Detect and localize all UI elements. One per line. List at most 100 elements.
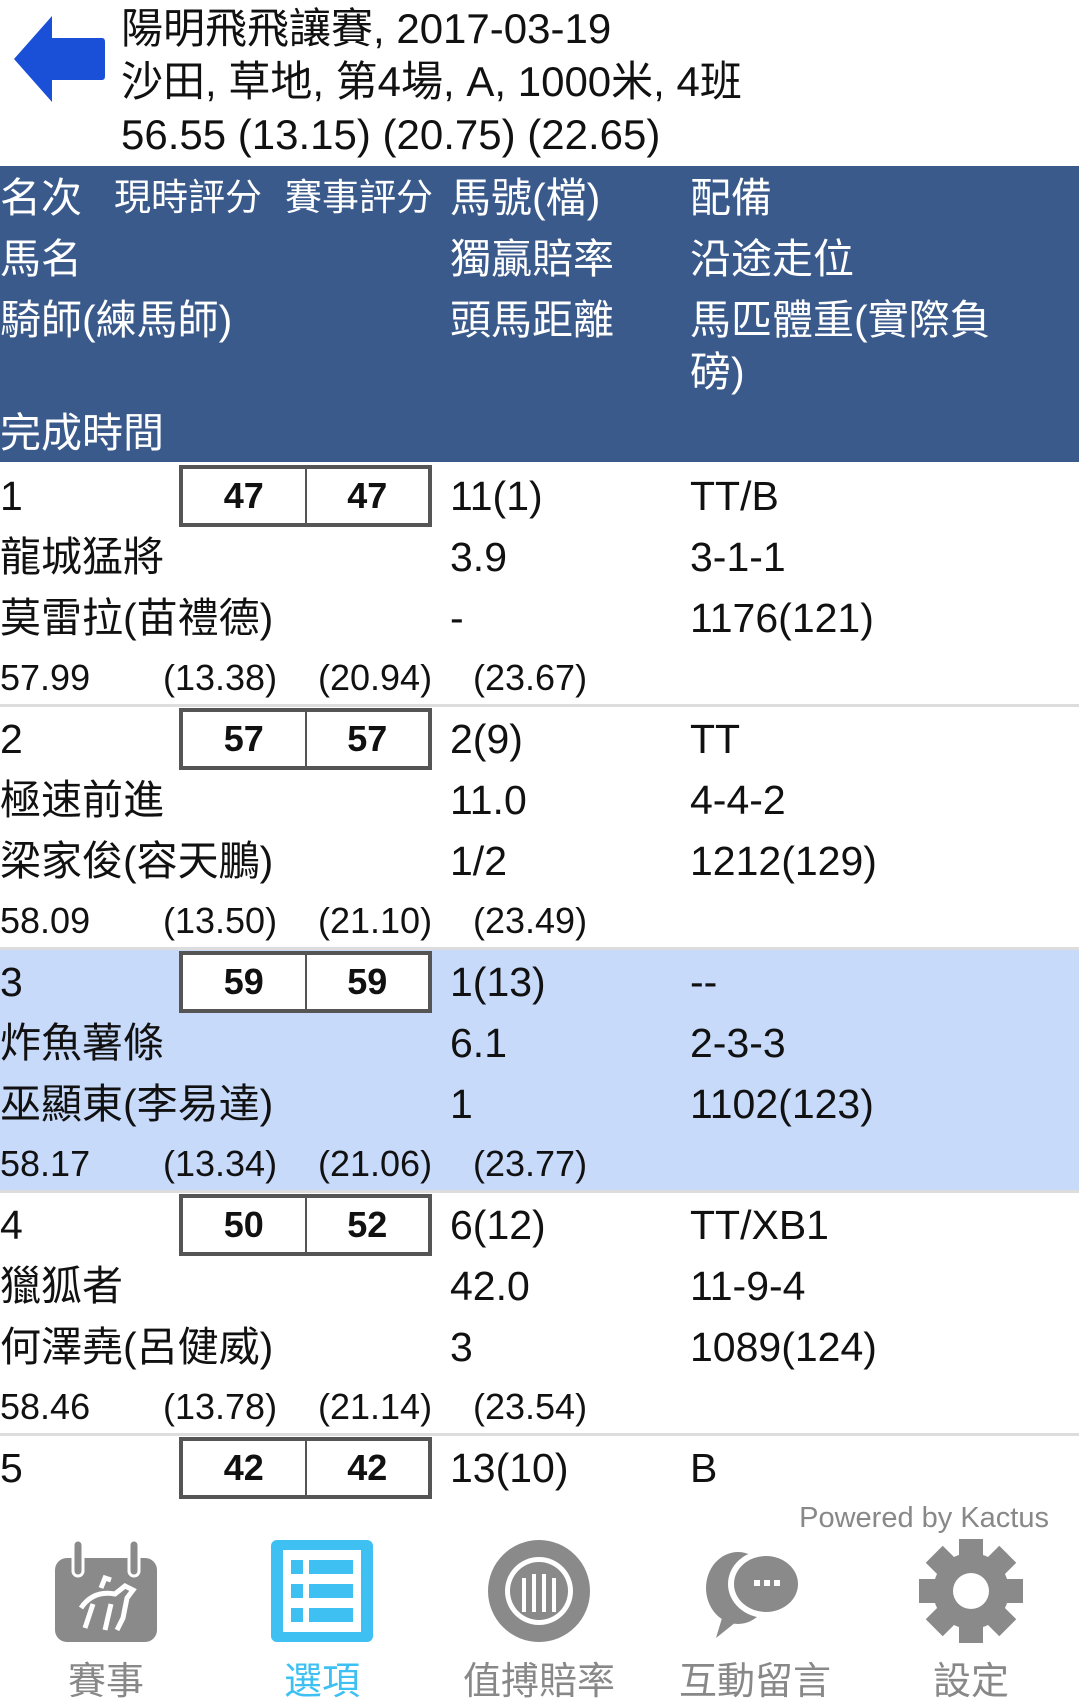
finish-time: 58.46 [0,1386,91,1427]
race-rating: 47 [347,475,388,516]
current-rating: 47 [183,469,307,523]
current-rating: 57 [183,712,307,766]
horse-name: 獵狐者 [0,1263,123,1309]
gear: TT/XB1 [690,1202,829,1248]
table-row[interactable]: 57 57 2 2(9) TT 極速前進 11.0 4-4-2 梁家俊(容天鵬) 1/2 1212(… [0,707,1079,950]
list-icon [271,1540,373,1642]
col-weight-cont: 磅) [690,349,745,395]
margin: 1 [450,1081,473,1127]
jockey: 莫雷拉(苗禮德) [0,595,274,641]
horse-no: 2(9) [450,716,523,762]
nav-settings[interactable]: 設定 [871,1538,1071,1705]
split-2: (21.14) [318,1386,433,1427]
split-3: (23.49) [473,900,588,941]
race-rating: 59 [347,961,388,1002]
weight: 1089(124) [690,1324,877,1370]
split-3: (23.77) [473,1143,588,1184]
current-rating: 50 [183,1198,307,1252]
col-horse-no: 馬號(檔) [450,175,601,221]
finish-time: 58.09 [0,900,91,941]
horse-name: 炸魚薯條 [0,1020,164,1066]
horse-no: 13(10) [450,1445,569,1491]
current-rating: 59 [183,955,307,1009]
rating-box: 42 42 [179,1437,432,1499]
rank: 3 [0,959,23,1005]
rating-box: 47 47 [179,465,432,527]
finish-time: 58.17 [0,1143,91,1184]
margin: 1/2 [450,838,507,884]
rating-box: 57 57 [179,708,432,770]
running-pos: 11-9-4 [690,1263,806,1309]
win-odds: 11.0 [450,777,527,823]
rank: 2 [0,716,23,762]
chip-icon [488,1540,590,1642]
running-pos: 3-1-1 [690,534,786,580]
running-pos: 2-3-3 [690,1020,786,1066]
split-1: (13.38) [163,657,278,698]
race-calendar-icon [55,1538,157,1642]
table-row[interactable]: 50 52 4 6(12) TT/XB1 獵狐者 42.0 11-9-4 何澤堯(呂健威) 3 10… [0,1193,1079,1436]
jockey: 巫顯東(李易達) [0,1081,274,1127]
table-row[interactable]: 59 59 3 1(13) -- 炸魚薯條 6.1 2-3-3 巫顯東(李易達) 1 1102(12… [0,950,1079,1193]
current-rating: 42 [183,1441,307,1495]
rating-box: 59 59 [179,951,432,1013]
horse-no: 1(13) [450,959,546,1005]
horse-name: 極速前進 [0,777,164,823]
gear: -- [690,959,718,1005]
col-current-rating: 現時評分 [114,177,262,218]
horse-no: 11(1) [450,473,543,519]
col-jockey: 騎師(練馬師) [0,297,233,343]
nav-settings-label: 設定 [932,1661,1009,1703]
table-header: 名次 現時評分 賽事評分 馬號(檔) 配備 馬名 獨贏賠率 沿途走位 騎師(練馬… [0,166,1079,462]
split-3: (23.54) [473,1386,588,1427]
col-weight: 馬匹體重(實際負 [690,297,991,343]
gear-icon [919,1539,1023,1643]
win-odds: 42.0 [450,1263,530,1309]
powered-by: Powered by Kactus [799,1502,1049,1534]
bottom-nav: Powered by Kactus 賽事 選項 值搏賠率 互動留言 設定 [0,1500,1079,1703]
margin: 3 [450,1324,473,1370]
rank: 1 [0,473,23,519]
nav-options-label: 選項 [283,1661,360,1703]
split-3: (23.67) [473,657,588,698]
split-1: (13.78) [163,1386,278,1427]
horse-no: 6(12) [450,1202,546,1248]
race-rating: 57 [347,718,388,759]
nav-comments[interactable]: 互動留言 [655,1538,855,1705]
jockey: 何澤堯(呂健威) [0,1324,274,1370]
race-title: 陽明飛飛讓賽, 2017-03-19 [121,5,612,52]
gear: TT [690,716,741,762]
split-1: (13.34) [163,1143,278,1184]
weight: 1102(123) [690,1081,874,1127]
chat-icon [706,1550,804,1638]
gear: TT/B [690,473,779,519]
race-time: 56.55 (13.15) (20.75) (22.65) [121,111,661,158]
jockey: 梁家俊(容天鵬) [0,838,274,884]
race-rating: 42 [347,1447,388,1488]
gear: B [690,1445,718,1491]
rank: 4 [0,1202,23,1248]
race-rating: 52 [347,1204,388,1245]
col-horse-name: 馬名 [0,236,82,282]
col-rank: 名次 [0,175,82,221]
split-2: (21.10) [318,900,433,941]
weight: 1176(121) [690,595,874,641]
col-margin: 頭馬距離 [450,297,614,343]
nav-options[interactable]: 選項 [222,1538,422,1705]
table-row[interactable]: 42 42 5 13(10) B [0,1436,1079,1679]
rating-box: 50 52 [179,1194,432,1256]
nav-comments-label: 互動留言 [678,1661,831,1703]
back-arrow-icon[interactable] [12,14,106,104]
win-odds: 3.9 [450,534,507,580]
col-win-odds: 獨贏賠率 [450,236,614,282]
race-info: 沙田, 草地, 第4場, A, 1000米, 4班 [121,58,742,105]
split-1: (13.50) [163,900,278,941]
nav-races[interactable]: 賽事 [6,1538,206,1705]
col-finish-time: 完成時間 [0,410,164,456]
weight: 1212(129) [690,838,877,884]
nav-value-odds-label: 值搏賠率 [462,1661,615,1703]
nav-value-odds[interactable]: 值搏賠率 [439,1538,639,1705]
nav-races-label: 賽事 [67,1661,144,1703]
table-row[interactable]: 47 47 1 11(1) TT/B 龍城猛將 3.9 3-1-1 莫雷拉(苗禮德) - 1176(… [0,464,1079,707]
split-2: (21.06) [318,1143,433,1184]
